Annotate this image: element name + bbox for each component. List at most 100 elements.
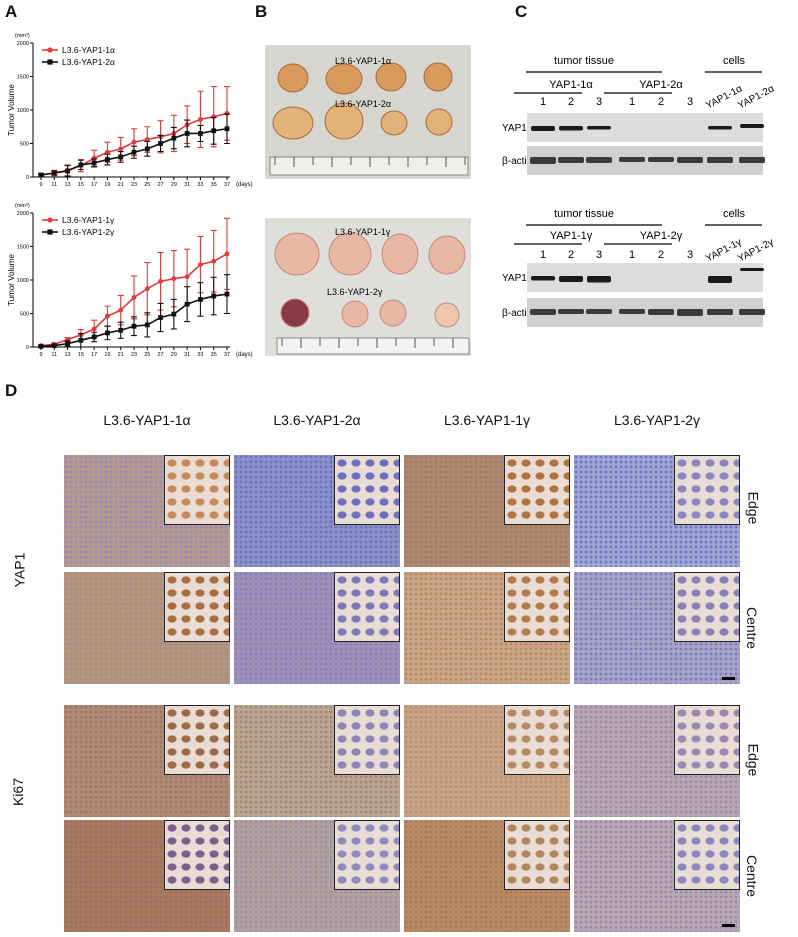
x-tick-label: 27 — [158, 182, 164, 188]
yap1-band — [708, 126, 732, 130]
yap1-band — [587, 126, 611, 130]
actin-band — [586, 309, 612, 314]
column-header: L3.6-YAP1-2α — [273, 412, 361, 428]
scale-bar — [722, 924, 735, 927]
data-point — [144, 146, 150, 152]
row-label-beta-actin: β-actin — [502, 156, 532, 167]
x-tick-label: 33 — [197, 182, 203, 188]
data-point — [91, 334, 97, 340]
data-point — [144, 137, 150, 142]
data-point — [184, 274, 190, 280]
data-point — [131, 149, 137, 155]
legend-marker — [47, 217, 53, 223]
actin-band — [619, 157, 645, 162]
data-point — [131, 323, 137, 329]
legend-label: L3.6-YAP1-1α — [62, 45, 115, 55]
ihc-image-ki67-centre-2a — [234, 820, 400, 932]
magnified-inset — [164, 455, 230, 525]
ihc-image-ki67-edge-2g — [574, 705, 740, 817]
data-point — [144, 322, 150, 328]
data-point — [171, 311, 177, 317]
yap1-band — [740, 124, 764, 128]
x-tick-label: 27 — [158, 352, 164, 358]
data-point — [65, 341, 70, 347]
data-point — [211, 293, 217, 299]
y-tick-label: 2000 — [17, 41, 29, 47]
region-label-centre: Centre — [744, 606, 761, 650]
magnified-inset — [164, 572, 230, 642]
panel-label-d: D — [5, 381, 18, 400]
lane-number: 3 — [596, 96, 602, 108]
data-point — [105, 330, 110, 336]
legend-label: L3.6-YAP1-2γ — [62, 227, 115, 237]
x-tick-label: 21 — [118, 352, 124, 358]
group-label: YAP1-2γ — [640, 230, 683, 242]
y-tick-label: 1500 — [17, 75, 29, 81]
yap1-band — [531, 276, 555, 281]
ihc-image-ki67-edge-1g — [404, 705, 570, 817]
cells-header: cells — [723, 208, 746, 220]
y-unit: (mm³) — [15, 203, 30, 209]
x-tick-label: 25 — [144, 352, 150, 358]
actin-band — [619, 309, 645, 314]
legend-marker — [47, 47, 53, 53]
data-point — [158, 315, 163, 320]
x-tick-label: 13 — [65, 182, 71, 188]
lane-number: 2 — [568, 249, 574, 261]
data-point — [51, 170, 57, 176]
lane-number: 3 — [687, 249, 693, 261]
panel-label-c: C — [515, 2, 528, 21]
actin-band — [558, 157, 584, 163]
ihc-image-yap1-centre-2a — [234, 572, 400, 684]
magnified-inset — [334, 455, 400, 525]
data-point — [118, 146, 124, 152]
data-point — [158, 278, 163, 284]
data-point — [131, 295, 137, 300]
western-blot-alpha: tumor tissue cells YAP1-1α YAP1-2α 1 2 3 1 2 3 YAP… — [502, 55, 776, 175]
row-label-beta-actin: β-actin — [502, 308, 532, 319]
magnified-inset — [164, 820, 230, 890]
data-point — [118, 154, 124, 160]
x-tick-label: 29 — [171, 182, 177, 188]
ihc-image-yap1-edge-1g — [404, 455, 570, 567]
data-point — [184, 301, 190, 307]
lane-number: 2 — [658, 96, 664, 108]
magnified-inset — [674, 572, 740, 642]
data-point — [91, 160, 97, 166]
data-point — [65, 168, 70, 174]
magnified-inset — [674, 455, 740, 525]
tumor-tissue-header: tumor tissue — [554, 208, 614, 220]
x-tick-label: 17 — [91, 352, 97, 358]
series-1 — [38, 113, 230, 178]
y-axis-label: Tumor Volume — [7, 84, 16, 136]
data-point — [224, 291, 230, 297]
data-point — [51, 343, 57, 349]
region-label-edge: Edge — [745, 743, 762, 777]
lane-number: 3 — [687, 96, 693, 108]
ihc-image-ki67-centre-1g — [404, 820, 570, 932]
x-tick-label: 9 — [39, 182, 42, 188]
data-point — [38, 343, 44, 349]
tumor-volume-chart-gamma: 0 500 1000 1500 2000 9 11 13 15 17 19 21 23 25 27 29 31 3… — [7, 203, 253, 358]
ihc-image-yap1-edge-2a — [234, 455, 400, 567]
x-tick-label: 23 — [131, 352, 137, 358]
lane-number: 1 — [540, 249, 546, 261]
magnified-inset — [334, 572, 400, 642]
lane-number: 2 — [658, 249, 664, 261]
lane-number: 1 — [629, 96, 635, 108]
data-point — [198, 297, 203, 302]
x-tick-label: 23 — [131, 182, 137, 188]
photo-label-top: L3.6-YAP1-1α — [335, 56, 391, 66]
data-point — [78, 337, 84, 343]
actin-band — [677, 157, 703, 163]
actin-band — [530, 309, 556, 315]
data-point — [105, 157, 110, 162]
magnified-inset — [504, 572, 570, 642]
stain-label-yap1: YAP1 — [11, 552, 28, 588]
actin-band — [648, 309, 674, 315]
x-tick-label: 25 — [144, 182, 150, 188]
actin-band — [648, 157, 674, 162]
column-header: L3.6-YAP1-2γ — [613, 412, 701, 428]
x-unit: (days) — [236, 352, 253, 358]
magnified-inset — [674, 820, 740, 890]
